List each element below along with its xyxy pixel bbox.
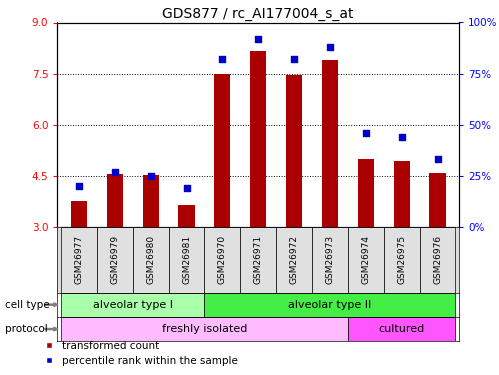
Text: freshly isolated: freshly isolated bbox=[162, 324, 247, 334]
Point bbox=[147, 173, 155, 179]
Bar bbox=[384, 227, 420, 292]
Bar bbox=[107, 174, 123, 227]
Text: GSM26972: GSM26972 bbox=[289, 235, 298, 284]
Bar bbox=[322, 60, 338, 227]
Point bbox=[254, 36, 262, 42]
Text: GSM26980: GSM26980 bbox=[146, 235, 155, 284]
Point bbox=[290, 56, 298, 62]
Bar bbox=[358, 159, 374, 227]
Bar bbox=[133, 227, 169, 292]
Bar bbox=[241, 227, 276, 292]
Title: GDS877 / rc_AI177004_s_at: GDS877 / rc_AI177004_s_at bbox=[163, 8, 354, 21]
Point bbox=[111, 169, 119, 175]
Bar bbox=[71, 201, 87, 227]
Text: GSM26981: GSM26981 bbox=[182, 235, 191, 284]
Point bbox=[362, 130, 370, 136]
Text: protocol: protocol bbox=[5, 324, 48, 334]
Bar bbox=[179, 205, 195, 227]
Text: cell type: cell type bbox=[5, 300, 49, 310]
Bar bbox=[61, 292, 205, 317]
Text: alveolar type I: alveolar type I bbox=[93, 300, 173, 310]
Bar bbox=[276, 227, 312, 292]
Point bbox=[326, 44, 334, 50]
Bar bbox=[420, 227, 456, 292]
Bar bbox=[430, 173, 446, 227]
Point bbox=[219, 56, 227, 62]
Bar bbox=[348, 227, 384, 292]
Bar bbox=[205, 292, 456, 317]
Legend: transformed count, percentile rank within the sample: transformed count, percentile rank withi… bbox=[45, 341, 238, 366]
Text: GSM26970: GSM26970 bbox=[218, 235, 227, 284]
Bar bbox=[348, 317, 456, 341]
Point bbox=[183, 185, 191, 191]
Bar bbox=[394, 161, 410, 227]
Bar bbox=[286, 75, 302, 227]
Text: GSM26975: GSM26975 bbox=[397, 235, 406, 284]
Bar bbox=[61, 227, 97, 292]
Text: GSM26976: GSM26976 bbox=[433, 235, 442, 284]
Bar bbox=[97, 227, 133, 292]
Point bbox=[434, 156, 442, 162]
Text: alveolar type II: alveolar type II bbox=[288, 300, 372, 310]
Point bbox=[75, 183, 83, 189]
Bar bbox=[250, 51, 266, 227]
Bar bbox=[169, 227, 205, 292]
Text: GSM26977: GSM26977 bbox=[74, 235, 83, 284]
Text: GSM26971: GSM26971 bbox=[253, 235, 263, 284]
Point bbox=[398, 134, 406, 140]
Text: GSM26974: GSM26974 bbox=[361, 235, 370, 284]
Bar bbox=[214, 74, 231, 227]
Bar bbox=[205, 227, 241, 292]
Text: GSM26973: GSM26973 bbox=[325, 235, 334, 284]
Text: GSM26979: GSM26979 bbox=[110, 235, 119, 284]
Bar bbox=[143, 175, 159, 227]
Bar bbox=[312, 227, 348, 292]
Bar bbox=[61, 317, 348, 341]
Text: cultured: cultured bbox=[379, 324, 425, 334]
